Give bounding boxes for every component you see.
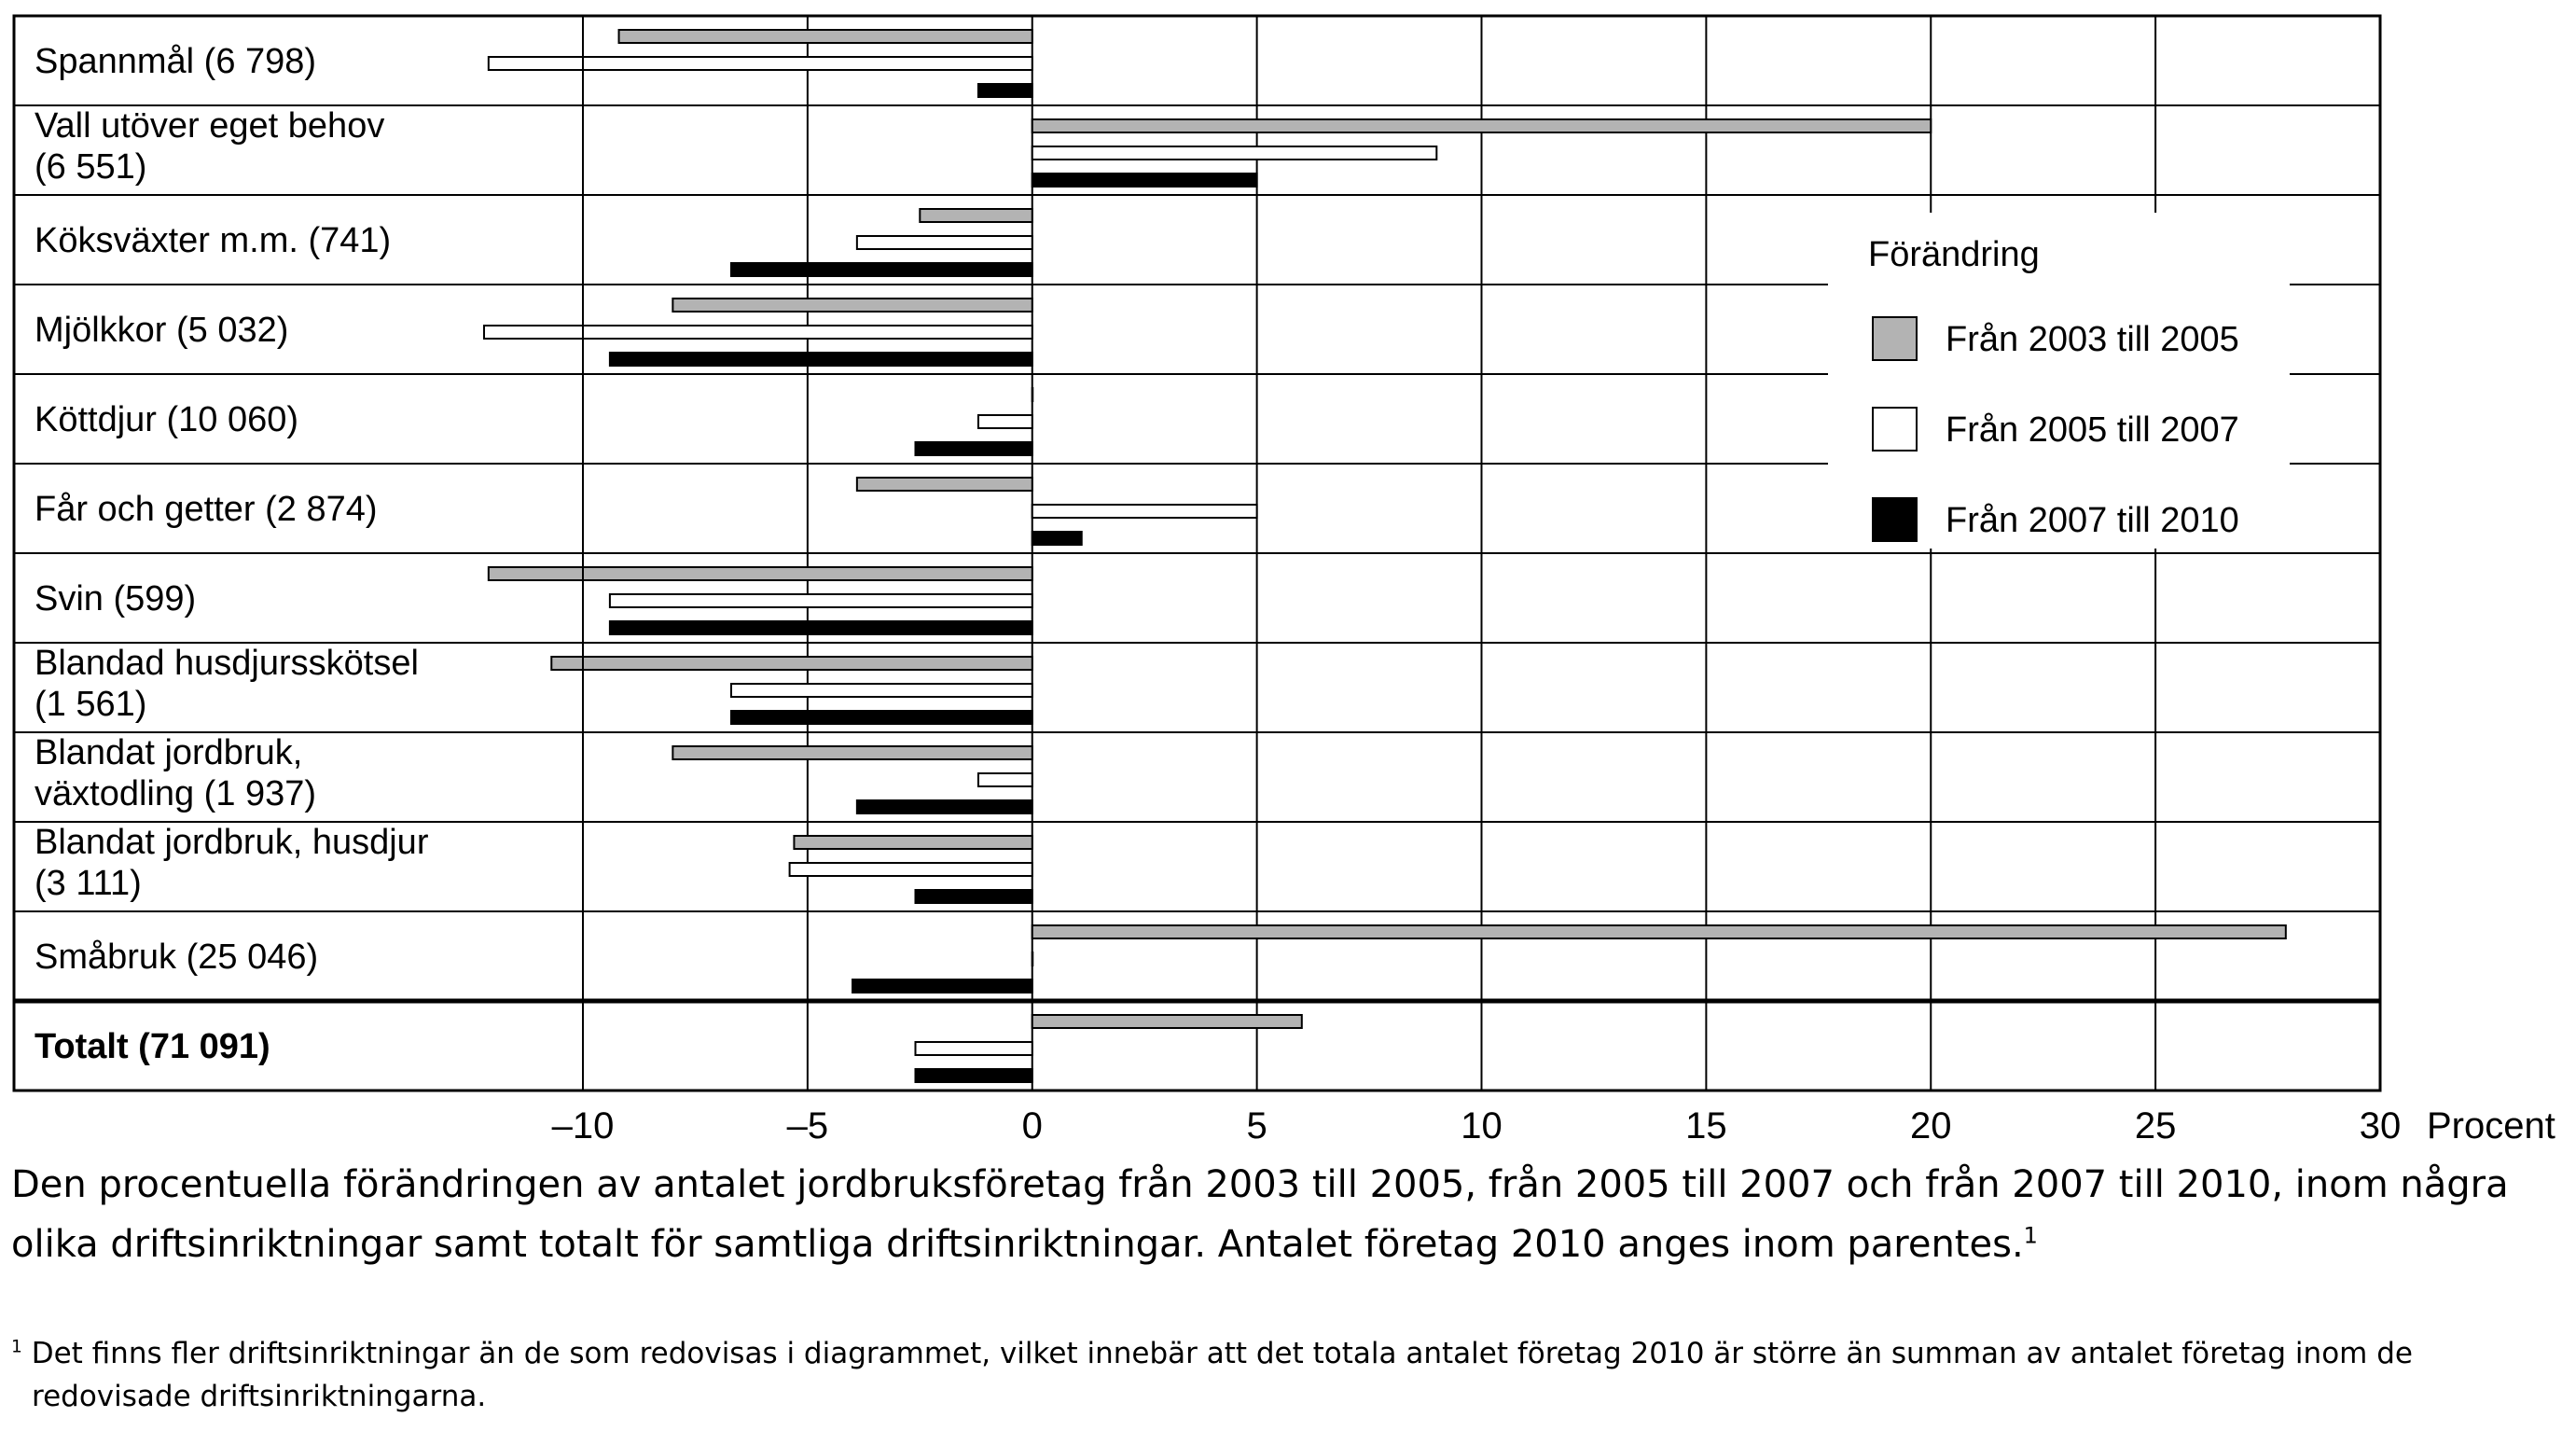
bar-s2-c8: [729, 683, 1033, 698]
legend-swatch-3: [1872, 497, 1918, 542]
bar-s1-c6: [855, 477, 1033, 492]
bar-chart: Spannmål (6 798) Vall utöver eget behov(6…: [12, 14, 2555, 1146]
category-label: Köttdjur (10 060): [35, 400, 298, 439]
bar-s3-c10: [914, 889, 1033, 904]
category-label: Totalt (71 091): [35, 1027, 270, 1066]
x-tick-label: 5: [1247, 1105, 1267, 1146]
bar-s2-c7: [608, 593, 1033, 608]
legend-entry-3: Från 2007 till 2010: [1946, 501, 2239, 540]
bar-s2-c11: [1031, 952, 1034, 966]
footnote-line-1: Det finns fler driftsinriktningar än de …: [31, 1337, 2413, 1370]
bar-s1-c9: [672, 745, 1033, 760]
table-frame: [12, 14, 2382, 1092]
caption-text: Den procentuella förändringen av antalet…: [11, 1163, 2509, 1266]
bar-s1-c12: [1031, 1014, 1303, 1029]
x-tick-label: 25: [2135, 1105, 2177, 1146]
category-label: Vall utöver eget behov: [35, 106, 384, 146]
bar-s2-c5: [976, 414, 1033, 429]
bar-s3-c12: [914, 1068, 1033, 1083]
legend-swatch-2: [1872, 407, 1918, 452]
category-label: Blandad husdjursskötsel: [35, 644, 419, 683]
x-tick-label: 20: [1910, 1105, 1952, 1146]
bar-s3-c7: [608, 620, 1033, 635]
bar-s1-c1: [617, 29, 1033, 44]
category-label: Svin (599): [35, 579, 196, 618]
legend-swatch-1: [1872, 316, 1918, 361]
category-label: (6 551): [35, 147, 146, 187]
category-label: Får och getter (2 874): [35, 490, 378, 529]
bar-s1-c8: [550, 656, 1033, 671]
bar-s3-c9: [855, 799, 1033, 814]
legend-entry-1: Från 2003 till 2005: [1946, 320, 2239, 359]
bar-s2-c1: [487, 56, 1033, 71]
bar-s1-c7: [487, 566, 1033, 581]
legend-box: [1828, 213, 2290, 549]
bar-s1-c5: [1031, 387, 1034, 402]
bars: [483, 29, 2287, 1083]
bar-s1-c10: [793, 835, 1033, 850]
x-tick-label: 30: [2360, 1105, 2402, 1146]
legend-entry-2: Från 2005 till 2007: [1946, 410, 2239, 450]
footnote-marker: 1: [11, 1337, 22, 1357]
legend-title: Förändring: [1868, 235, 2040, 274]
bar-s3-c1: [976, 83, 1033, 98]
x-unit-label: Procent: [2427, 1105, 2555, 1146]
x-tick-label: 10: [1461, 1105, 1503, 1146]
x-axis-ticks: –10 –5 0 5 10 15 20 25 30 Procent: [552, 1105, 2555, 1146]
figure-caption: Den procentuella förändringen av antalet…: [11, 1155, 2529, 1274]
footnote: 1 Det finns fler driftsinriktningar än d…: [11, 1332, 2548, 1418]
category-label: (3 111): [35, 864, 142, 903]
bar-s3-c6: [1031, 531, 1083, 546]
x-tick-label: 15: [1685, 1105, 1727, 1146]
bar-s1-c3: [919, 208, 1033, 223]
bar-s2-c12: [914, 1041, 1033, 1056]
bar-s2-c4: [483, 325, 1033, 340]
category-label: Blandat jordbruk, husdjur: [35, 823, 429, 862]
footnote-line-2: redovisade driftsinriktningarna.: [32, 1380, 487, 1413]
category-label: (1 561): [35, 685, 146, 724]
bar-s3-c8: [729, 710, 1033, 725]
bar-s3-c3: [729, 262, 1033, 277]
bar-s3-c5: [914, 441, 1033, 456]
bar-s1-c11: [1031, 924, 2287, 939]
bar-s2-c2: [1031, 146, 1438, 160]
x-tick-label: –10: [552, 1105, 615, 1146]
legend: Förändring Från 2003 till 2005 Från 2005 t…: [1828, 213, 2290, 549]
bar-s1-c4: [672, 298, 1033, 313]
bar-s3-c2: [1031, 173, 1258, 188]
category-labels: Spannmål (6 798) Vall utöver eget behov(6…: [35, 42, 429, 1066]
bar-s1-c2: [1031, 118, 1932, 133]
caption-footnote-marker: 1: [2023, 1222, 2038, 1249]
x-tick-label: –5: [787, 1105, 829, 1146]
category-label: Spannmål (6 798): [35, 42, 316, 81]
category-label: Småbruk (25 046): [35, 938, 318, 977]
category-label: Mjölkkor (5 032): [35, 311, 288, 350]
bar-s2-c6: [1031, 504, 1258, 519]
category-label: växtodling (1 937): [35, 774, 316, 813]
x-tick-label: 0: [1022, 1105, 1043, 1146]
bar-s2-c3: [855, 235, 1033, 250]
bar-s3-c11: [852, 979, 1033, 993]
bar-s2-c10: [788, 862, 1033, 877]
category-label: Blandat jordbruk,: [35, 733, 302, 772]
bar-s3-c4: [608, 352, 1033, 367]
category-label: Köksväxter m.m. (741): [35, 221, 391, 260]
bar-s2-c9: [976, 772, 1033, 787]
